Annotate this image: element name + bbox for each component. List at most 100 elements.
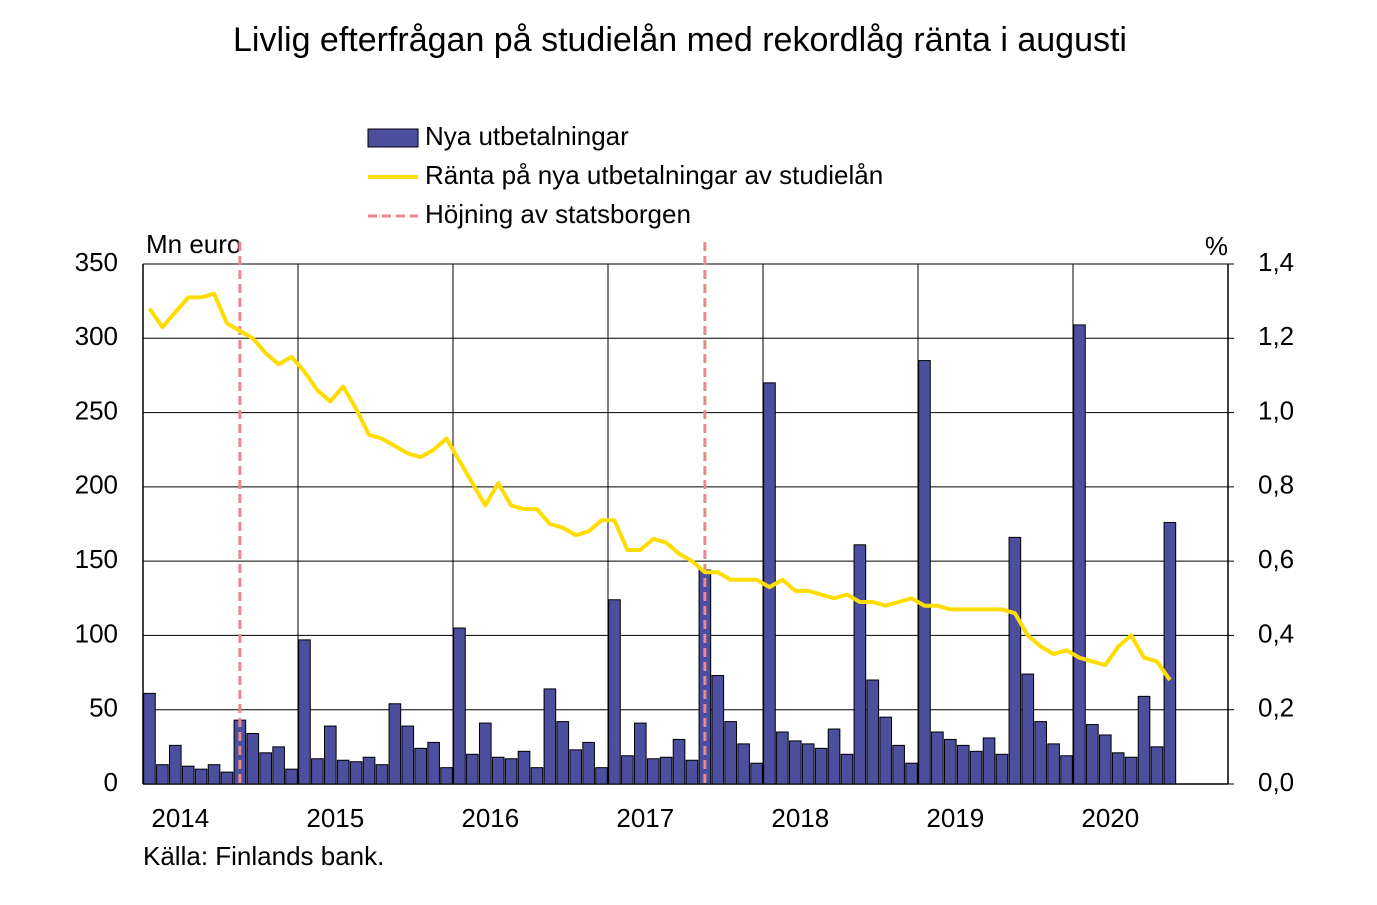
bar (931, 731, 944, 785)
bar (440, 767, 453, 785)
bar (168, 744, 182, 785)
bar (272, 746, 285, 785)
y2-tick-label: 1,0 (1258, 395, 1294, 425)
bar (995, 753, 1009, 785)
bar (1047, 743, 1060, 785)
bar (724, 721, 738, 785)
bar (336, 759, 350, 785)
bar (1098, 734, 1112, 785)
bar (220, 771, 234, 785)
bar (685, 759, 699, 785)
bar (1111, 752, 1125, 785)
x-tick-label: 2014 (151, 803, 209, 833)
bar (582, 741, 595, 785)
bar (388, 703, 402, 785)
x-tick-label: 2020 (1081, 803, 1139, 833)
bar (905, 762, 918, 785)
bar (517, 750, 531, 785)
bar (259, 752, 273, 785)
y-tick-label: 50 (89, 693, 118, 723)
bar (866, 679, 880, 785)
bar (143, 692, 156, 785)
x-tick-label: 2017 (616, 803, 674, 833)
bar (1021, 673, 1035, 785)
legend-swatch (367, 128, 419, 148)
bar (427, 741, 440, 785)
x-tick-label: 2019 (926, 803, 984, 833)
bar (892, 744, 905, 785)
y2-tick-label: 0,2 (1258, 693, 1294, 723)
bar (801, 743, 815, 785)
bar (285, 768, 298, 785)
bar (621, 755, 634, 785)
chart-title: Livlig efterfrågan på studielån med reko… (233, 21, 1127, 59)
bar (569, 749, 583, 785)
bar (1008, 536, 1022, 785)
bar (711, 675, 725, 785)
bar (466, 753, 479, 785)
bar (530, 767, 544, 785)
bar (1163, 522, 1177, 785)
y-tick-label: 150 (75, 544, 118, 574)
bar (207, 764, 221, 785)
bar (543, 688, 557, 785)
bar (401, 725, 415, 785)
bar (814, 747, 828, 785)
y-tick-label: 250 (75, 395, 118, 425)
bar (491, 756, 505, 785)
bar (194, 768, 208, 785)
y-tick-label: 200 (75, 470, 118, 500)
y-tick-label: 350 (75, 247, 118, 277)
bar (311, 758, 324, 785)
y2-tick-label: 0,8 (1258, 470, 1294, 500)
bar (1137, 695, 1151, 785)
bar (969, 750, 983, 785)
y2-tick-label: 0,6 (1258, 544, 1294, 574)
legend-label: Nya utbetalningar (425, 121, 629, 151)
y2-axis-title: % (1205, 231, 1228, 261)
bar (181, 765, 195, 785)
bar (776, 731, 789, 785)
x-tick-label: 2018 (771, 803, 829, 833)
y2-tick-label: 1,2 (1258, 321, 1294, 351)
bar (453, 627, 466, 785)
source: Källa: Finlands bank. (143, 841, 384, 871)
bar (504, 758, 518, 785)
bar (659, 756, 673, 785)
y2-tick-label: 0,0 (1258, 767, 1294, 797)
bar (737, 743, 750, 785)
line (147, 291, 1172, 682)
bar (646, 758, 660, 785)
bar (323, 725, 337, 785)
y-tick-label: 0 (104, 767, 118, 797)
bar (750, 762, 763, 785)
bar (788, 740, 802, 785)
y-axis-title: Mn euro (146, 229, 241, 259)
bar (1073, 324, 1086, 785)
y2-tick-label: 0,4 (1258, 618, 1294, 648)
bar (298, 639, 311, 785)
bar (672, 738, 686, 785)
bar (375, 764, 389, 785)
bar (1060, 755, 1073, 785)
bar (956, 744, 970, 785)
bar (414, 747, 428, 785)
bar (633, 722, 647, 785)
bar (1086, 724, 1099, 785)
y2-tick-label: 1,4 (1258, 247, 1294, 277)
bar (840, 753, 854, 785)
y-tick-label: 300 (75, 321, 118, 351)
y-tick-label: 100 (75, 618, 118, 648)
bar (156, 764, 169, 785)
x-tick-label: 2016 (461, 803, 519, 833)
bar (1124, 756, 1138, 785)
bar (1150, 746, 1164, 785)
bar (827, 728, 841, 785)
bar (879, 716, 893, 785)
bar (362, 756, 376, 785)
bar (595, 767, 608, 785)
bar (478, 722, 492, 785)
bar (608, 599, 621, 785)
